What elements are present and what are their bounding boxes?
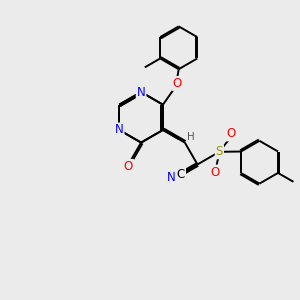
Text: C: C [177,168,185,181]
Text: N: N [167,171,176,184]
Text: O: O [210,166,220,178]
Text: H: H [187,132,195,142]
Text: O: O [226,128,236,140]
Text: O: O [172,77,182,90]
Text: N: N [137,85,146,98]
Text: N: N [115,123,124,136]
Text: O: O [124,160,133,173]
Text: S: S [216,145,223,158]
